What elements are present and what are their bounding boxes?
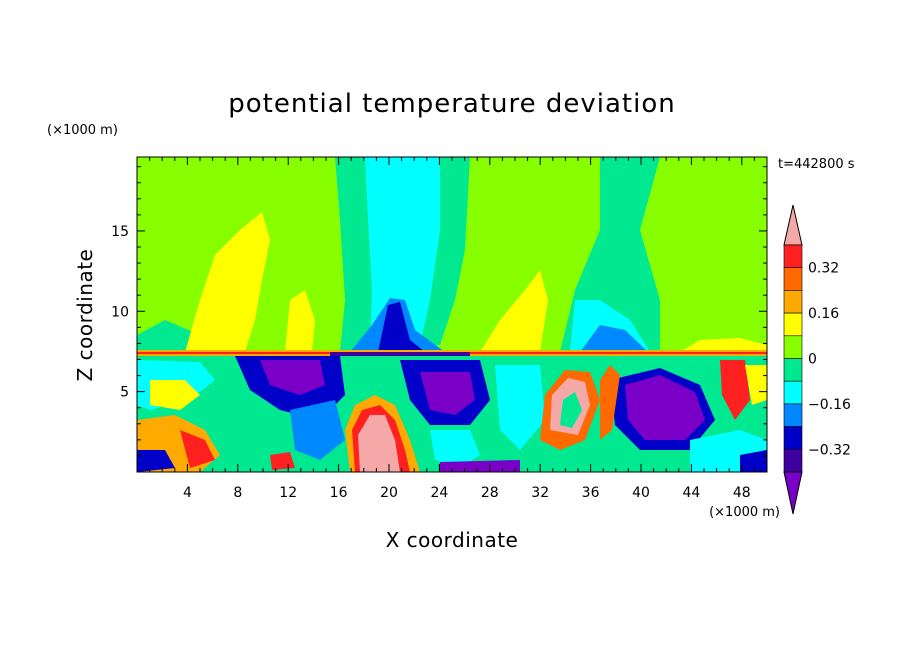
x-axis: 4 8 12 16 20 24 28 32 36 40 44 48 [149, 157, 755, 501]
colorbar-tick-label: 0.16 [808, 306, 839, 322]
contour-right-red [720, 360, 750, 420]
plot-area [137, 157, 767, 472]
colorbar-swatch [783, 312, 803, 337]
contour-darkblue-dome [378, 302, 425, 352]
time-label: t=442800 s [778, 157, 855, 172]
contour-eddy-rim [600, 365, 620, 440]
contour-right-blue-dome [580, 325, 648, 352]
x-unit-label: (×1000 m) [709, 505, 780, 520]
colorbar-swatch [783, 448, 803, 473]
x-tick-label: 16 [330, 485, 348, 501]
chart-title: potential temperature deviation [228, 89, 675, 119]
colorbar: 0.32 0.16 0 −0.16 −0.32 [783, 204, 851, 515]
contour-yellow-plume-left [185, 212, 270, 352]
contour-warm-column-pink [358, 415, 400, 472]
y-tick-label: 5 [120, 385, 129, 401]
contour-purple-band-a [260, 360, 325, 395]
x-tick-label: 12 [279, 485, 297, 501]
y-tick-label: 10 [111, 304, 129, 320]
contour-yellow-right [680, 338, 767, 352]
colorbar-swatch [783, 358, 803, 382]
contour-left-red [180, 430, 215, 468]
x-tick-label: 36 [582, 485, 600, 501]
contour-eddy-purple [625, 375, 705, 440]
x-tick-label: 32 [531, 485, 549, 501]
contour-ring-inner [560, 392, 582, 428]
colorbar-tick-label: −0.32 [808, 442, 851, 458]
x-tick-label: 44 [682, 485, 700, 501]
x-tick-label: 40 [632, 485, 650, 501]
x-tick-label: 8 [233, 485, 242, 501]
contour-center-cyan [430, 430, 480, 468]
contour-right-bottom-blue [740, 450, 767, 472]
contour-right-yellow [745, 365, 767, 405]
x-tick-label: 48 [733, 485, 751, 501]
y-axis: 5 10 15 [111, 166, 767, 457]
colorbar-tick-label: −0.16 [808, 397, 851, 413]
y-axis-label: Z coordinate [73, 249, 97, 382]
colorbar-swatch [783, 426, 803, 450]
contour-yellow-plume-mid [480, 270, 548, 352]
contour-left-yellow [150, 380, 200, 410]
colorbar-bottom-extend [783, 471, 803, 515]
contour-yellow-plume-small [285, 290, 315, 352]
colorbar-swatch [783, 403, 803, 427]
y-tick-label: 15 [111, 224, 129, 240]
contour-cyan-plume-inner [365, 157, 440, 348]
contour-center-purple [420, 372, 475, 415]
colorbar-swatch [783, 267, 803, 291]
x-tick-label: 28 [481, 485, 499, 501]
y-unit-label: (×1000 m) [47, 123, 118, 138]
colorbar-top-extend [783, 204, 803, 246]
tropopause-dark-strip [330, 352, 470, 356]
contour-bottom-purple-strip [440, 460, 520, 472]
colorbar-swatch [783, 244, 803, 269]
colorbar-tick-label: 0 [808, 352, 817, 368]
x-axis-label: X coordinate [386, 528, 519, 552]
colorbar-swatch [783, 290, 803, 314]
x-tick-label: 20 [380, 485, 398, 501]
contour-mid-cyan [495, 365, 545, 450]
contour-left-bottom-blue [137, 450, 175, 472]
contour-blue-region-b [290, 400, 345, 460]
contour-red-spot [270, 452, 295, 470]
x-tick-label: 4 [183, 485, 192, 501]
colorbar-tick-label: 0.32 [808, 261, 839, 277]
colorbar-swatch [783, 335, 803, 359]
colorbar-swatch [783, 380, 803, 405]
x-tick-label: 24 [430, 485, 448, 501]
